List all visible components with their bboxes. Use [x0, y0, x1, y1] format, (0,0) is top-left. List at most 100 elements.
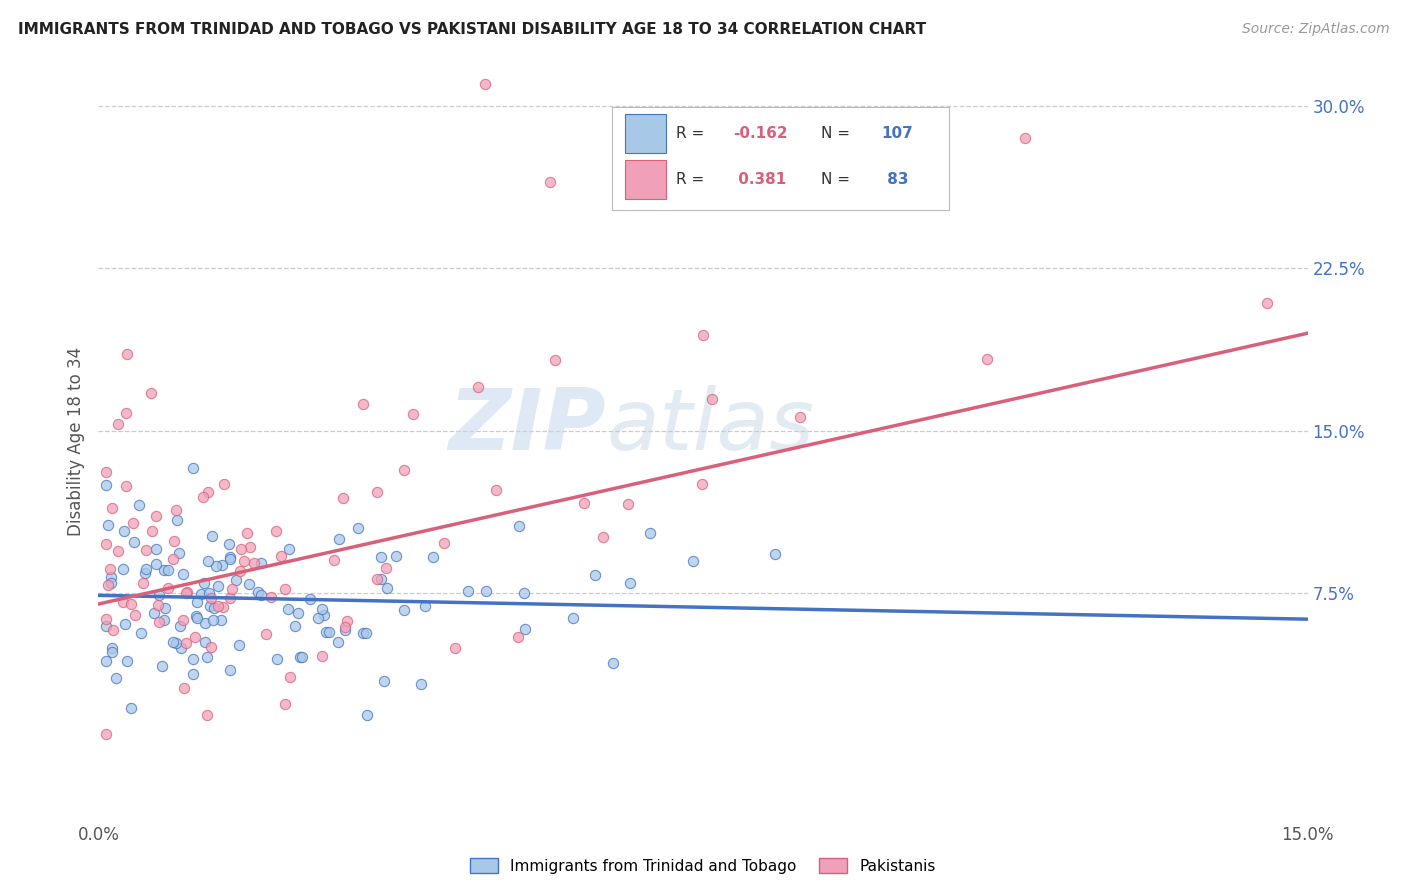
Point: [191, 490, 214, 504]
Point: [375, 561, 398, 575]
Point: [145, 508, 167, 523]
Point: [619, 576, 641, 591]
Point: [332, 491, 354, 505]
Point: [616, 497, 638, 511]
Point: [145, 558, 167, 572]
Point: [1256, 296, 1278, 310]
Point: [307, 611, 329, 625]
Point: [183, 652, 205, 666]
Point: [336, 614, 359, 628]
Point: [193, 575, 215, 590]
Point: [298, 592, 321, 607]
Point: [690, 477, 713, 491]
Point: [638, 525, 661, 540]
Point: [682, 554, 704, 568]
Point: [209, 613, 232, 627]
Point: [370, 549, 392, 564]
Point: [311, 601, 333, 615]
Point: [107, 417, 129, 431]
Point: [225, 573, 247, 587]
Text: N =: N =: [821, 172, 855, 187]
Point: [356, 707, 378, 722]
Point: [207, 599, 229, 613]
Point: [347, 521, 370, 535]
Point: [326, 635, 349, 649]
Point: [139, 386, 162, 401]
Legend: Immigrants from Trinidad and Tobago, Pakistanis: Immigrants from Trinidad and Tobago, Pak…: [464, 852, 942, 880]
Point: [165, 635, 187, 649]
Point: [207, 579, 229, 593]
Point: [205, 558, 228, 573]
Point: [148, 588, 170, 602]
Bar: [626, 114, 665, 153]
Point: [328, 532, 350, 546]
Point: [411, 677, 433, 691]
Point: [96, 618, 118, 632]
Point: [474, 77, 496, 91]
Point: [100, 570, 122, 584]
Point: [218, 663, 240, 677]
Text: ZIP: ZIP: [449, 384, 606, 468]
Point: [254, 626, 277, 640]
Point: [1014, 131, 1036, 145]
Point: [156, 563, 179, 577]
Point: [232, 554, 254, 568]
Point: [162, 635, 184, 649]
Text: 107: 107: [882, 126, 914, 141]
Point: [122, 535, 145, 549]
Point: [129, 626, 152, 640]
Point: [266, 652, 288, 666]
Point: [162, 551, 184, 566]
Point: [513, 622, 536, 636]
Point: [375, 581, 398, 595]
Point: [153, 563, 176, 577]
Point: [283, 619, 305, 633]
Point: [485, 483, 508, 498]
Point: [288, 650, 311, 665]
Point: [789, 409, 811, 424]
Point: [370, 572, 392, 586]
Point: [114, 616, 136, 631]
Point: [433, 536, 456, 550]
Point: [194, 615, 217, 630]
Point: [96, 727, 118, 741]
Point: [508, 630, 530, 644]
Point: [333, 620, 356, 634]
Point: [402, 408, 425, 422]
Point: [114, 478, 136, 492]
Point: [246, 585, 269, 599]
Text: atlas: atlas: [606, 384, 814, 468]
Point: [278, 670, 301, 684]
Point: [135, 562, 157, 576]
Point: [200, 591, 222, 606]
Point: [250, 587, 273, 601]
Point: [181, 461, 204, 475]
Point: [172, 567, 194, 582]
Point: [218, 549, 240, 564]
Point: [422, 549, 444, 564]
Point: [274, 698, 297, 712]
Point: [96, 465, 118, 479]
Point: [131, 575, 153, 590]
Point: [373, 673, 395, 688]
Point: [218, 537, 240, 551]
Bar: [626, 161, 665, 199]
Point: [104, 671, 127, 685]
Point: [115, 654, 138, 668]
Point: [250, 556, 273, 570]
Point: [394, 463, 416, 477]
Point: [135, 543, 157, 558]
Point: [315, 624, 337, 639]
Text: 83: 83: [882, 172, 908, 187]
Point: [260, 591, 283, 605]
Text: R =: R =: [676, 126, 709, 141]
Point: [202, 600, 225, 615]
Point: [190, 587, 212, 601]
Point: [163, 534, 186, 549]
Point: [311, 649, 333, 664]
Point: [172, 613, 194, 627]
Point: [200, 640, 222, 654]
Point: [270, 549, 292, 564]
Point: [134, 566, 156, 580]
Point: [197, 554, 219, 568]
